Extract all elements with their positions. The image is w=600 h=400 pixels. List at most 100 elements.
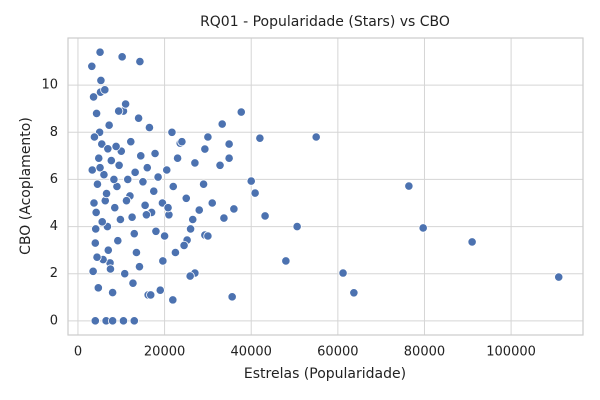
y-tick-label: 6: [50, 172, 58, 187]
point: [121, 99, 131, 109]
point: [106, 155, 116, 166]
point: [200, 144, 210, 154]
point: [110, 203, 120, 213]
y-tick-label: 4: [50, 219, 58, 234]
point: [150, 148, 160, 159]
point: [292, 221, 302, 232]
x-tick-label: 60000: [317, 345, 358, 360]
point: [87, 61, 97, 71]
point: [194, 205, 204, 215]
point: [250, 188, 260, 198]
point: [203, 231, 213, 241]
point: [144, 122, 155, 133]
point: [126, 137, 136, 147]
point: [90, 316, 100, 326]
point: [127, 212, 137, 222]
plot-frame: [67, 37, 584, 336]
point: [207, 198, 217, 208]
point: [101, 188, 112, 199]
point: [135, 56, 145, 67]
point: [255, 133, 265, 143]
point: [89, 132, 100, 142]
point: [190, 158, 200, 168]
point: [554, 272, 564, 282]
x-tick-label: 0: [74, 345, 82, 360]
point: [153, 172, 163, 182]
point: [118, 316, 129, 326]
point: [89, 198, 99, 208]
point: [338, 268, 348, 278]
point: [227, 292, 237, 302]
point: [167, 127, 177, 137]
point: [185, 271, 195, 281]
point: [93, 283, 103, 293]
point: [155, 285, 165, 295]
point: [149, 186, 159, 196]
y-axis-label: CBO (Acoplamento): [18, 117, 34, 255]
point: [131, 247, 142, 258]
point: [129, 229, 139, 239]
point: [94, 153, 104, 163]
point: [113, 236, 123, 246]
point: [123, 174, 133, 185]
point: [215, 160, 225, 170]
point: [111, 141, 121, 152]
point: [224, 153, 234, 163]
point: [90, 238, 100, 248]
point: [188, 214, 198, 225]
point: [88, 92, 99, 102]
point: [140, 200, 150, 210]
point: [170, 247, 181, 258]
point: [96, 75, 106, 86]
point: [108, 316, 118, 326]
point: [136, 151, 146, 161]
point: [203, 132, 213, 142]
point: [142, 163, 152, 173]
point: [418, 223, 428, 233]
point: [138, 177, 148, 187]
point: [97, 217, 107, 227]
point: [97, 139, 107, 149]
point: [168, 295, 178, 305]
point: [349, 288, 359, 298]
point: [117, 52, 127, 62]
point: [129, 316, 139, 326]
point: [311, 132, 321, 142]
point: [162, 165, 172, 175]
point: [198, 179, 209, 189]
point: [151, 226, 161, 236]
y-tick-label: 8: [50, 125, 58, 140]
x-tick-label: 80000: [404, 345, 445, 360]
point: [108, 287, 118, 298]
point: [181, 193, 191, 203]
point: [99, 170, 109, 180]
point: [115, 214, 126, 225]
point: [404, 181, 414, 191]
point: [105, 264, 116, 274]
y-tick-label: 0: [50, 313, 58, 328]
point: [91, 224, 101, 234]
point: [281, 256, 291, 266]
point: [168, 181, 178, 192]
point: [91, 207, 101, 218]
point: [246, 176, 256, 186]
point: [236, 107, 246, 117]
point: [88, 266, 98, 276]
point: [219, 213, 229, 223]
x-tick-label: 40000: [231, 345, 272, 360]
point: [134, 113, 144, 123]
point: [224, 139, 234, 149]
point: [91, 108, 102, 119]
point: [103, 144, 113, 154]
point: [229, 204, 239, 214]
point: [467, 237, 477, 247]
point: [134, 262, 145, 272]
point: [163, 203, 173, 213]
point: [130, 167, 140, 177]
point: [172, 153, 183, 163]
point: [120, 269, 130, 279]
y-tick-label: 10: [41, 78, 58, 93]
point: [95, 47, 105, 57]
